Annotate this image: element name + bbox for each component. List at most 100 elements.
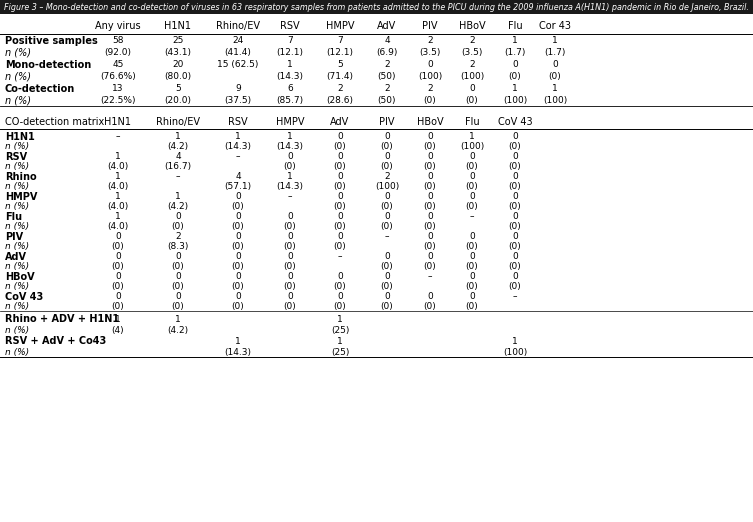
- Text: Positive samples: Positive samples: [5, 35, 98, 45]
- Text: (0): (0): [465, 182, 478, 191]
- Text: 0: 0: [384, 252, 390, 261]
- Text: (100): (100): [543, 96, 567, 105]
- Text: 1: 1: [512, 36, 518, 45]
- Text: 1: 1: [115, 172, 121, 181]
- Text: 7: 7: [337, 36, 343, 45]
- Text: (0): (0): [380, 202, 393, 211]
- Text: (0): (0): [232, 262, 245, 271]
- Text: (100): (100): [460, 72, 484, 81]
- Text: 0: 0: [384, 192, 390, 201]
- Text: 0: 0: [469, 84, 475, 93]
- Text: n (%): n (%): [5, 282, 29, 291]
- Text: 0: 0: [427, 152, 433, 161]
- Text: (4.2): (4.2): [167, 326, 188, 335]
- Text: (14.3): (14.3): [224, 142, 252, 151]
- Text: HMPV: HMPV: [5, 192, 38, 201]
- Text: (0): (0): [424, 242, 437, 251]
- Text: CoV 43: CoV 43: [5, 291, 43, 302]
- Text: 24: 24: [233, 36, 244, 45]
- Text: (0): (0): [465, 202, 478, 211]
- Text: (0): (0): [508, 262, 521, 271]
- Text: (0): (0): [334, 282, 346, 291]
- Text: (0): (0): [284, 302, 297, 311]
- Text: (0): (0): [284, 262, 297, 271]
- Text: Figure 3 – Mono-detection and co-detection of viruses in 63 respiratory samples : Figure 3 – Mono-detection and co-detecti…: [4, 3, 749, 11]
- Text: (80.0): (80.0): [164, 72, 191, 81]
- Text: 0: 0: [337, 172, 343, 181]
- Text: (100): (100): [503, 96, 527, 105]
- Text: 0: 0: [175, 292, 181, 301]
- Text: HBoV: HBoV: [459, 21, 486, 31]
- Text: Rhino + ADV + H1N1: Rhino + ADV + H1N1: [5, 314, 119, 324]
- Text: 0: 0: [469, 152, 475, 161]
- Text: (25): (25): [331, 326, 349, 335]
- Text: 2: 2: [384, 84, 390, 93]
- Text: (100): (100): [503, 348, 527, 357]
- Text: (4.0): (4.0): [108, 222, 129, 231]
- Text: (1.7): (1.7): [505, 48, 526, 57]
- Text: H1N1: H1N1: [5, 132, 35, 141]
- Text: (76.6%): (76.6%): [100, 72, 136, 81]
- Text: 0: 0: [384, 292, 390, 301]
- Text: 0: 0: [235, 272, 241, 281]
- Text: (0): (0): [508, 142, 521, 151]
- Text: (0): (0): [284, 162, 297, 171]
- Text: 1: 1: [287, 172, 293, 181]
- Text: –: –: [175, 172, 180, 181]
- Text: (28.6): (28.6): [327, 96, 353, 105]
- Text: 0: 0: [287, 252, 293, 261]
- Text: (0): (0): [380, 262, 393, 271]
- Text: 0: 0: [115, 252, 121, 261]
- Text: 2: 2: [384, 172, 390, 181]
- Text: (0): (0): [380, 162, 393, 171]
- Text: 0: 0: [512, 252, 518, 261]
- Text: (0): (0): [424, 96, 437, 105]
- Text: 0: 0: [235, 212, 241, 221]
- Text: (0): (0): [380, 302, 393, 311]
- Text: 0: 0: [469, 272, 475, 281]
- Text: PIV: PIV: [380, 117, 395, 127]
- Text: 2: 2: [427, 84, 433, 93]
- Text: (0): (0): [465, 242, 478, 251]
- Text: (0): (0): [380, 282, 393, 291]
- Text: n (%): n (%): [5, 326, 29, 335]
- Text: HBoV: HBoV: [5, 271, 35, 281]
- Text: 0: 0: [512, 192, 518, 201]
- Text: –: –: [470, 212, 474, 221]
- Text: (0): (0): [334, 202, 346, 211]
- Text: 2: 2: [469, 60, 475, 69]
- Text: (0): (0): [232, 282, 245, 291]
- Text: AdV: AdV: [5, 252, 27, 262]
- Text: (25): (25): [331, 348, 349, 357]
- Text: HMPV: HMPV: [326, 21, 354, 31]
- Text: 0: 0: [337, 152, 343, 161]
- Text: (0): (0): [111, 242, 124, 251]
- Text: 1: 1: [115, 314, 121, 324]
- Text: Flu: Flu: [508, 21, 523, 31]
- Text: (3.5): (3.5): [419, 48, 441, 57]
- Text: (4.2): (4.2): [167, 202, 188, 211]
- Text: (1.7): (1.7): [544, 48, 566, 57]
- Text: 0: 0: [427, 232, 433, 241]
- Text: n (%): n (%): [5, 182, 29, 191]
- Text: 1: 1: [512, 84, 518, 93]
- Text: Flu: Flu: [465, 117, 480, 127]
- Text: (14.3): (14.3): [276, 182, 303, 191]
- Text: (0): (0): [508, 202, 521, 211]
- Text: 0: 0: [235, 192, 241, 201]
- Text: 0: 0: [469, 232, 475, 241]
- Text: 25: 25: [172, 36, 184, 45]
- Text: –: –: [513, 292, 517, 301]
- Text: 0: 0: [427, 212, 433, 221]
- Text: (0): (0): [465, 282, 478, 291]
- Text: (6.9): (6.9): [376, 48, 398, 57]
- Text: (100): (100): [460, 142, 484, 151]
- Text: (8.3): (8.3): [167, 242, 189, 251]
- Text: Rhino/EV: Rhino/EV: [216, 21, 260, 31]
- Text: CO-detection matrix: CO-detection matrix: [5, 117, 104, 127]
- Text: (0): (0): [334, 182, 346, 191]
- Text: 6: 6: [287, 84, 293, 93]
- Text: 0: 0: [427, 192, 433, 201]
- Text: (14.3): (14.3): [224, 348, 252, 357]
- Text: (0): (0): [111, 262, 124, 271]
